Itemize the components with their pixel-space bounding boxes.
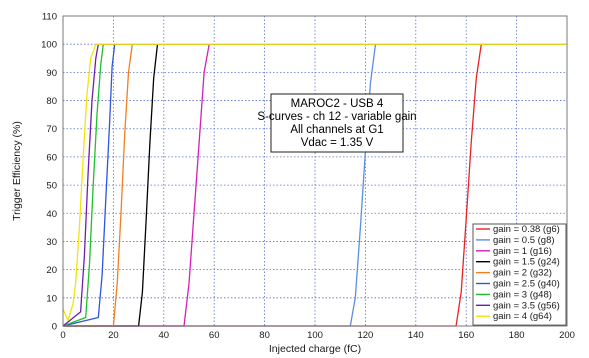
annotation-line-2: S-curves - ch 12 - variable gain	[257, 111, 416, 123]
x-tick-label: 180	[509, 330, 525, 341]
legend-item: gain = 1.5 (g24)	[493, 257, 560, 268]
legend-item: gain = 0.38 (g6)	[493, 224, 560, 235]
annotation-line-1: MAROC2 - USB 4	[291, 98, 384, 110]
y-tick-label: 110	[42, 12, 57, 23]
legend-item: gain = 4 (g64)	[493, 311, 552, 322]
series-line-5	[63, 43, 567, 327]
annotation-frame	[270, 93, 404, 153]
series-lines	[62, 43, 567, 327]
x-tick-label: 140	[408, 330, 424, 341]
series-line-7	[62, 43, 567, 327]
y-tick-label: 90	[46, 68, 57, 79]
y-tick-label: 10	[46, 293, 57, 304]
x-tick-label: 200	[559, 330, 575, 341]
series-line-9	[62, 43, 567, 322]
annotation-line-3: All channels at G1	[290, 124, 383, 136]
annotation-box: MAROC2 - USB 4 S-curves - ch 12 - variab…	[257, 93, 417, 153]
plot-frame	[62, 15, 568, 327]
x-tick-label: 100	[307, 330, 323, 341]
tick-labels: 0 20 40 60 80 100 120 140 160 180 200 0 10 20 30 40 50 60…	[41, 12, 575, 342]
series-line-3	[63, 43, 567, 327]
x-tick-label: 60	[209, 330, 220, 341]
x-tick-label: 120	[357, 330, 373, 341]
y-tick-label: 20	[46, 265, 57, 276]
series-line-1	[63, 43, 567, 327]
x-tick-label: 20	[108, 330, 119, 341]
y-tick-label: 50	[46, 181, 57, 192]
x-tick-label: 160	[458, 330, 474, 341]
y-tick-label: 40	[46, 209, 57, 220]
x-tick-label: 0	[60, 330, 65, 341]
y-tick-label: 80	[46, 96, 57, 107]
x-axis-label: Injected charge (fC)	[269, 343, 361, 355]
series-line-4	[63, 43, 567, 327]
y-tick-label: 30	[46, 237, 57, 248]
legend-item: gain = 2.5 (g40)	[493, 279, 560, 290]
legend-item: gain = 0.5 (g8)	[493, 235, 555, 246]
y-tick-label: 60	[46, 152, 57, 163]
x-tick-label: 80	[259, 330, 270, 341]
legend-item: gain = 1 (g16)	[493, 246, 552, 257]
y-axis-label: Trigger Efficiency (%)	[11, 121, 23, 221]
y-tick-label: 70	[46, 124, 57, 135]
legend-item: gain = 3 (g48)	[493, 289, 552, 300]
x-tick-label: 40	[159, 330, 170, 341]
series-line-8	[62, 43, 567, 327]
series-line-6	[62, 43, 567, 327]
annotation-line-4: Vdac = 1.35 V	[301, 137, 374, 149]
y-tick-label: 100	[41, 40, 57, 51]
legend-item: gain = 3.5 (g56)	[493, 300, 560, 311]
legend-item: gain = 2 (g32)	[493, 268, 552, 279]
legend-frame	[472, 223, 567, 326]
y-tick-label: 0	[52, 322, 57, 333]
series-line-2	[63, 43, 567, 327]
legend: gain = 0.38 (g6)gain = 0.5 (g8)gain = 1 …	[472, 223, 567, 326]
